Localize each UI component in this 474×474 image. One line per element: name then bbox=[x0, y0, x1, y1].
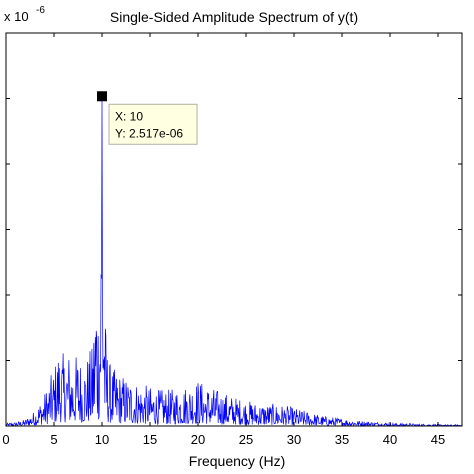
y-exponent-power: -6 bbox=[36, 5, 45, 16]
x-tick-label: 30 bbox=[287, 432, 301, 447]
x-tick-label: 10 bbox=[95, 432, 109, 447]
x-axis-label: Frequency (Hz) bbox=[189, 453, 285, 469]
spectrum-series-line bbox=[5, 96, 463, 427]
datatip-box bbox=[108, 103, 198, 145]
x-tick-label: 0 bbox=[2, 432, 9, 447]
datatip-y-label: Y: 2.517e-06 bbox=[115, 126, 183, 140]
y-exponent-label: x 10 bbox=[4, 9, 29, 24]
x-tick-label: 20 bbox=[191, 432, 205, 447]
datatip-x-label: X: 10 bbox=[115, 109, 143, 123]
x-tick-label: 35 bbox=[335, 432, 349, 447]
x-tick-label: 40 bbox=[383, 432, 397, 447]
x-tick-label: 15 bbox=[143, 432, 157, 447]
x-tick-label: 45 bbox=[431, 432, 445, 447]
datatip[interactable]: X: 10 Y: 2.517e-06 bbox=[97, 91, 198, 145]
datatip-marker[interactable] bbox=[97, 91, 107, 102]
x-tick-label: 25 bbox=[239, 432, 253, 447]
x-tick-label: 5 bbox=[50, 432, 57, 447]
chart-title: Single-Sided Amplitude Spectrum of y(t) bbox=[110, 9, 358, 25]
